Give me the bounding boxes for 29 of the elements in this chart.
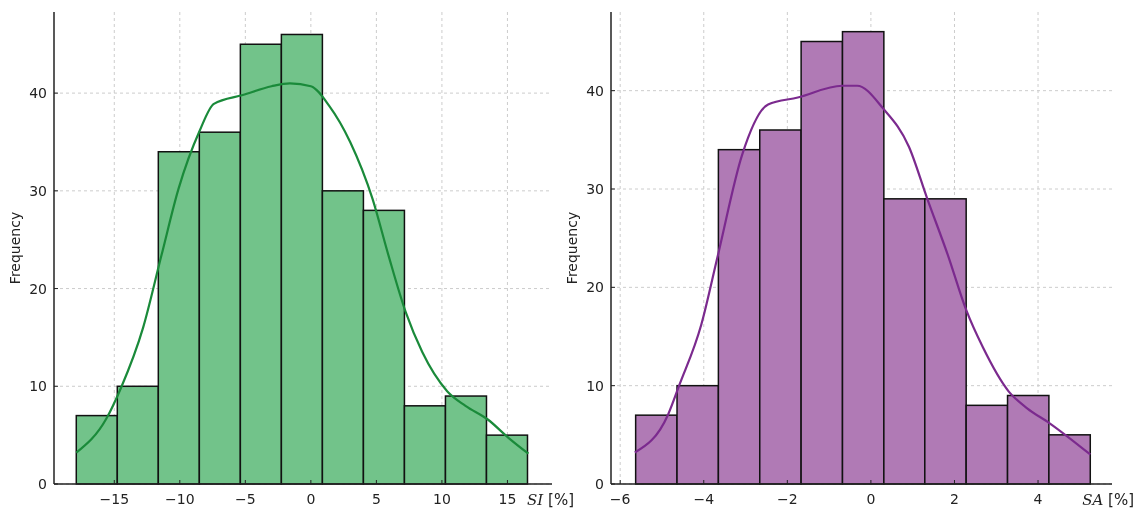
y-tick-label: 0 xyxy=(595,476,604,492)
y-axis-title: Frequency xyxy=(564,211,580,285)
x-tick-label: −6 xyxy=(609,491,631,507)
x-axis-title: SI [%] xyxy=(527,491,574,509)
y-tick-label: 20 xyxy=(29,280,47,297)
x-tick-label: −5 xyxy=(235,491,256,507)
y-tick-label: 40 xyxy=(29,85,47,102)
y-tick-label: 40 xyxy=(586,82,604,99)
x-tick-label: 4 xyxy=(1033,491,1043,507)
y-tick-label: 10 xyxy=(586,377,604,394)
x-tick-label: 5 xyxy=(371,491,381,507)
line-series xyxy=(633,84,1092,456)
x-tick-label: −15 xyxy=(99,491,130,507)
x-tick-label: 2 xyxy=(950,491,959,507)
line-series xyxy=(75,82,530,455)
x-tick-label: −2 xyxy=(777,491,798,507)
y-tick-label: 10 xyxy=(29,378,47,395)
y-tick-label: 0 xyxy=(38,476,47,492)
x-tick-label: −4 xyxy=(693,491,715,507)
y-tick-label: 30 xyxy=(586,181,604,197)
x-tick-label: 0 xyxy=(866,491,876,507)
y-tick-label: 30 xyxy=(29,182,47,199)
x-axis-title: SA [%] xyxy=(1082,491,1134,509)
x-tick-label: −10 xyxy=(165,491,195,507)
x-tick-label: 15 xyxy=(498,491,517,507)
x-tick-label: 0 xyxy=(306,491,316,507)
y-axis-title: Frequency xyxy=(7,211,23,285)
x-tick-label: 10 xyxy=(433,491,451,507)
y-tick-label: 20 xyxy=(586,279,604,296)
